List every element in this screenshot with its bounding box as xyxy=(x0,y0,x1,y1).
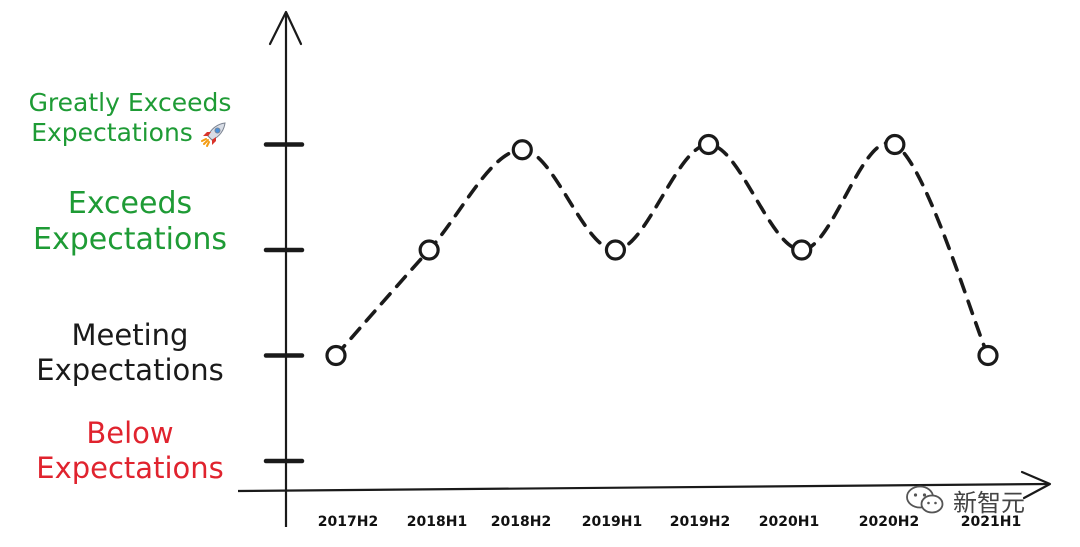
x-tick-label-2019H2: 2019H2 xyxy=(670,514,730,530)
x-tick-label-2020H2: 2020H2 xyxy=(859,514,919,530)
y-label-meeting: Meeting Expectations xyxy=(5,318,255,388)
data-points xyxy=(325,133,999,367)
y-label-below-line2: Expectations xyxy=(36,450,224,485)
x-tick-label-2021H1: 2021H1 xyxy=(961,514,1021,530)
y-ticks xyxy=(263,142,305,464)
y-label-below-line1: Below xyxy=(86,416,174,450)
x-tick-label-2020H1: 2020H1 xyxy=(759,514,819,530)
x-tick-label-2018H2: 2018H2 xyxy=(491,514,551,530)
x-axis-arrow xyxy=(1020,470,1052,500)
x-axis-line xyxy=(237,482,1049,493)
y-axis-arrow xyxy=(268,10,303,46)
y-label-greatly-exceeds: Greatly Exceeds Expectations xyxy=(5,88,255,149)
data-point-2018H1 xyxy=(418,239,440,261)
y-label-exceeds-line2: Expectations xyxy=(33,222,227,257)
y-label-meeting-line1: Meeting xyxy=(71,318,189,352)
data-point-2019H1 xyxy=(604,239,627,261)
wechat-icon xyxy=(906,485,944,514)
y-label-meeting-line2: Expectations xyxy=(36,352,224,387)
y-label-below: Below Expectations xyxy=(5,416,255,486)
watermark: 新智元 xyxy=(905,480,1025,520)
y-label-greatly-exceeds-line1: Greatly Exceeds xyxy=(28,88,232,117)
x-tick-label-2017H2: 2017H2 xyxy=(318,514,378,530)
data-point-2018H2 xyxy=(511,139,533,161)
x-tick-label-2018H1: 2018H1 xyxy=(407,514,467,530)
watermark-text: 新智元 xyxy=(953,488,1025,517)
y-label-greatly-exceeds-line2: Expectations xyxy=(31,118,193,147)
x-tick-labels: 2017H2 2018H1 2018H2 2019H1 2019H2 2020H1 2020… xyxy=(318,514,1021,530)
data-point-2019H2 xyxy=(697,133,720,156)
x-tick-label-2019H1: 2019H1 xyxy=(582,514,642,530)
data-point-2020H1 xyxy=(791,239,813,261)
y-label-exceeds: Exceeds Expectations xyxy=(5,186,255,258)
rocket-icon xyxy=(200,122,226,147)
data-point-2020H2 xyxy=(884,133,906,156)
data-point-2021H1 xyxy=(977,344,999,367)
axes xyxy=(237,10,1052,527)
y-label-exceeds-line1: Exceeds xyxy=(67,186,193,221)
data-point-2017H2 xyxy=(325,344,347,367)
